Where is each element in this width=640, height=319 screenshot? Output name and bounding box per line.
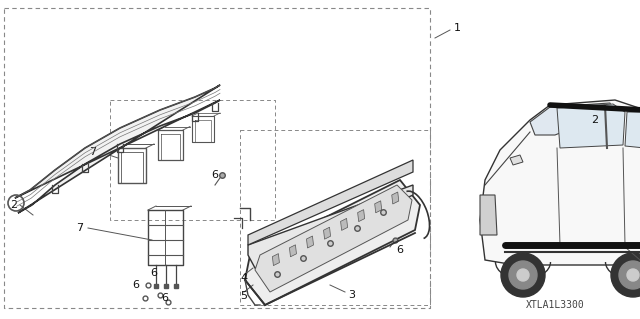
Polygon shape — [15, 85, 220, 213]
Text: 6: 6 — [132, 280, 140, 290]
Text: 2: 2 — [591, 115, 598, 125]
Polygon shape — [307, 236, 314, 248]
Circle shape — [517, 269, 529, 281]
Text: 4: 4 — [241, 273, 248, 283]
Polygon shape — [530, 103, 613, 135]
Polygon shape — [392, 192, 399, 204]
Polygon shape — [480, 100, 640, 265]
Polygon shape — [510, 155, 523, 165]
Text: XTLA1L3300: XTLA1L3300 — [525, 300, 584, 310]
Polygon shape — [289, 245, 296, 257]
Text: 6: 6 — [150, 268, 157, 278]
Circle shape — [611, 253, 640, 297]
Polygon shape — [248, 160, 413, 245]
Circle shape — [619, 261, 640, 289]
Polygon shape — [557, 104, 625, 148]
Text: 7: 7 — [76, 223, 84, 233]
Text: 7: 7 — [90, 147, 97, 157]
Text: 6: 6 — [397, 245, 403, 255]
Text: 1: 1 — [454, 23, 461, 33]
Polygon shape — [245, 180, 420, 305]
Polygon shape — [358, 210, 365, 222]
Text: 6: 6 — [211, 170, 218, 180]
Text: 5: 5 — [241, 291, 248, 301]
Circle shape — [501, 253, 545, 297]
Polygon shape — [340, 219, 348, 230]
Polygon shape — [480, 195, 497, 235]
Polygon shape — [248, 185, 413, 268]
Polygon shape — [273, 254, 280, 266]
Polygon shape — [255, 185, 412, 292]
Text: 6: 6 — [161, 293, 168, 303]
Text: 3: 3 — [349, 290, 355, 300]
Polygon shape — [625, 112, 640, 148]
Polygon shape — [324, 227, 330, 239]
Text: 2: 2 — [10, 200, 17, 210]
Polygon shape — [374, 201, 381, 213]
Circle shape — [509, 261, 537, 289]
Circle shape — [627, 269, 639, 281]
